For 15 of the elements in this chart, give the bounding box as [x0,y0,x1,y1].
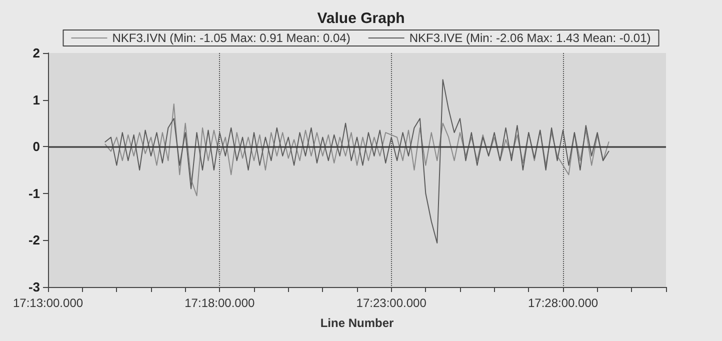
x-tick-label: 17:13:00.000 [12,296,84,310]
line-series [104,104,610,196]
legend-label: NKF3.IVN (Min: -1.05 Max: 0.91 Mean: 0.04) [112,31,350,45]
y-tick-label: -3 [28,280,40,294]
y-tick-label: -2 [28,232,40,248]
x-tick-label: 17:18:00.000 [184,296,256,310]
y-tick-label: 0 [32,139,40,154]
x-axis-title: Line Number [320,316,394,330]
y-tick-label: 1 [32,92,40,108]
y-tick-label: -1 [28,186,40,201]
legend-label: NKF3.IVE (Min: -2.06 Max: 1.43 Mean: -0.01) [409,31,651,45]
x-tick-label: 17:28:00.000 [528,296,598,310]
chart-title: Value Graph [317,10,405,27]
y-tick-label: 2 [32,46,40,60]
x-tick-label: 17:23:00.000 [356,296,427,310]
